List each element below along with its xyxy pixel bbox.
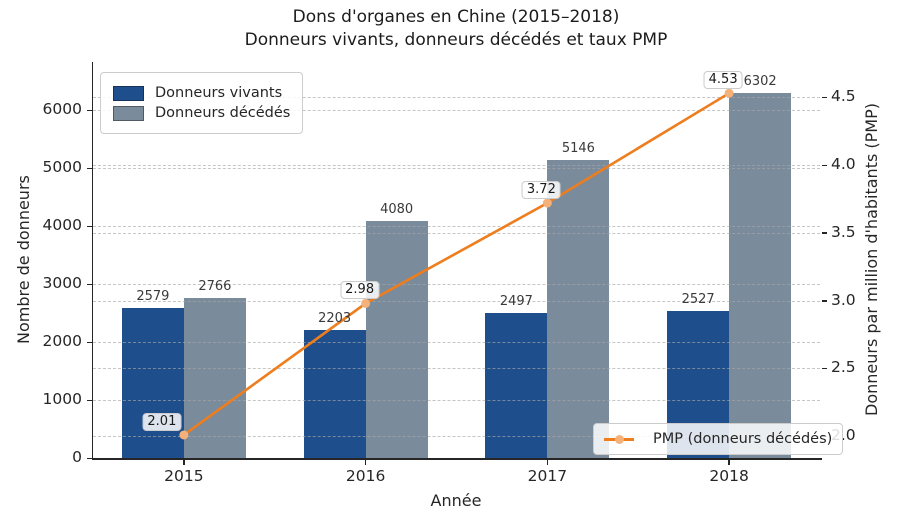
bar-decedes-2015 <box>183 297 246 458</box>
left-tick <box>86 283 92 285</box>
legend-label-decedes: Donneurs décédés <box>155 105 291 121</box>
right-tick <box>821 164 827 166</box>
gridline-right <box>93 165 820 167</box>
bar-value-label: 5146 <box>561 140 595 156</box>
left-tick <box>86 341 92 343</box>
x-tick <box>183 460 185 465</box>
x-tick-label: 2016 <box>345 467 386 485</box>
gridline-left <box>93 226 820 228</box>
gridline-left <box>93 400 820 402</box>
right-tick-label: 3.0 <box>831 290 856 309</box>
x-tick <box>546 460 549 465</box>
x-tick-label: 2018 <box>709 467 749 485</box>
gridline-right <box>93 300 820 302</box>
legend-item-decedes: Donneurs décédés <box>113 104 290 122</box>
gridline-left <box>93 110 820 112</box>
gridline-right <box>93 97 820 99</box>
pmp-line <box>183 92 730 436</box>
bar-decedes-2016 <box>365 221 428 458</box>
pmp-value-label: 2.01 <box>142 412 182 431</box>
bar-vivants-2015 <box>121 308 184 458</box>
pmp-value-label: 2.98 <box>340 281 380 300</box>
left-tick-label: 6000 <box>42 100 82 119</box>
left-tick <box>86 225 92 227</box>
legend-bars: Donneurs vivants Donneurs décédés <box>100 72 304 134</box>
left-tick-label: 2000 <box>42 332 82 351</box>
right-tick <box>821 300 827 302</box>
bar-value-label: 2497 <box>499 294 533 310</box>
right-tick <box>821 367 827 370</box>
x-tick <box>364 460 367 465</box>
gridline-right <box>93 232 820 234</box>
chart-subtitle: Donneurs vivants, donneurs décédés et ta… <box>244 30 668 50</box>
right-tick <box>821 96 827 99</box>
x-tick <box>728 460 730 465</box>
legend-pmp: PMP (donneurs décédés) <box>593 423 844 455</box>
bar-value-label: 2527 <box>681 292 715 308</box>
pmp-marker-2016 <box>361 298 371 308</box>
left-tick-label: 0 <box>72 448 82 466</box>
left-axis-label: Nombre de donneurs <box>14 175 33 345</box>
chart-title: Dons d'organes en Chine (2015–2018) <box>292 7 620 27</box>
pmp-marker-2017 <box>542 198 552 208</box>
right-axis-label: Donneurs par million d'habitants (PMP) <box>862 103 881 417</box>
bar-value-label: 2579 <box>136 289 170 305</box>
bar-vivants-2017 <box>485 313 548 458</box>
left-tick-label: 4000 <box>42 216 82 235</box>
pmp-line-marker-icon <box>604 431 634 447</box>
gridline-right <box>93 368 820 370</box>
pmp-marker-2015 <box>179 430 189 440</box>
left-tick <box>86 167 92 169</box>
gridline-left <box>93 284 820 286</box>
bar-decedes-2017 <box>547 159 610 458</box>
left-tick-label: 3000 <box>42 274 82 293</box>
right-tick-label: 4.0 <box>831 155 856 174</box>
left-tick-label: 5000 <box>42 158 82 177</box>
right-tick <box>821 232 827 234</box>
legend-label-pmp: PMP (donneurs décédés) <box>653 431 833 447</box>
bar-value-label: 6302 <box>743 73 777 89</box>
bar-value-label: 4080 <box>380 202 414 218</box>
x-axis-label: Année <box>430 491 482 510</box>
left-tick <box>86 457 92 459</box>
pmp-marker-2018 <box>724 88 734 98</box>
bar-value-label: 2203 <box>318 311 352 327</box>
gridline-left <box>93 342 820 344</box>
x-tick-label: 2017 <box>527 467 568 485</box>
right-tick-label: 2.5 <box>831 358 856 377</box>
right-tick-label: 4.5 <box>831 87 856 106</box>
pmp-value-label: 4.53 <box>703 71 743 90</box>
x-tick-label: 2015 <box>164 467 204 485</box>
legend-item-vivants: Donneurs vivants <box>113 84 290 102</box>
legend-swatch-decedes <box>113 105 144 121</box>
right-tick-label: 3.5 <box>831 222 856 241</box>
legend-swatch-vivants <box>113 85 144 101</box>
left-tick <box>86 109 92 111</box>
gridline-left <box>93 168 820 170</box>
bar-value-label: 2766 <box>198 278 232 294</box>
legend-label-vivants: Donneurs vivants <box>155 85 283 101</box>
left-tick <box>86 399 92 401</box>
gridline-right <box>93 436 820 438</box>
bottom-spine <box>91 458 822 460</box>
left-spine <box>91 62 93 460</box>
left-tick-label: 1000 <box>42 390 82 409</box>
bar-decedes-2018 <box>729 92 792 458</box>
pmp-value-label: 3.72 <box>521 181 561 200</box>
